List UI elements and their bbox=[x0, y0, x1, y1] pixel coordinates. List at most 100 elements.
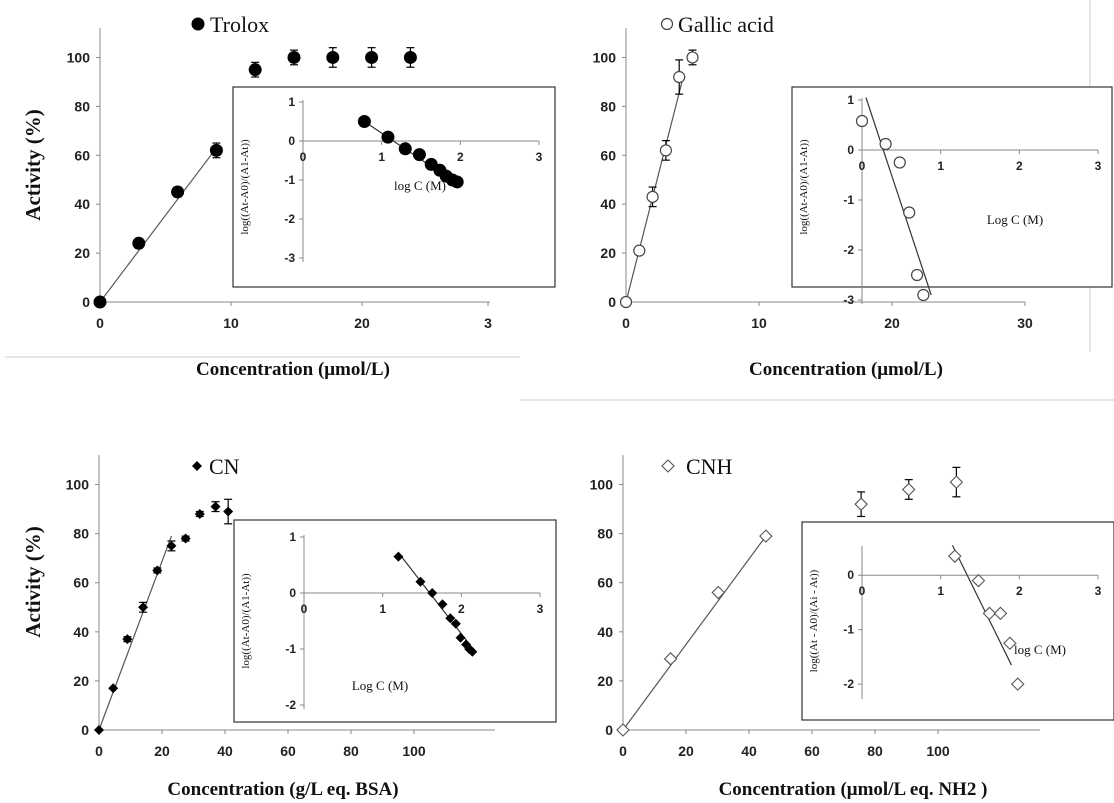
legend-marker bbox=[191, 17, 205, 31]
x-tick-label: 100 bbox=[402, 743, 426, 759]
panel4-xlabel: Concentration (μmol/L eq. NH2 ) bbox=[719, 779, 988, 800]
data-point bbox=[673, 70, 686, 84]
data-point bbox=[686, 51, 699, 64]
data-point bbox=[194, 509, 205, 519]
x-tick-label: 20 bbox=[354, 315, 370, 331]
inset-data-point bbox=[445, 613, 456, 624]
inset-y-tick-label: -1 bbox=[843, 623, 854, 637]
inset-y-tick-label: 1 bbox=[288, 95, 295, 109]
inset-data-point bbox=[393, 551, 404, 562]
data-point bbox=[711, 585, 726, 600]
inset-data-point bbox=[982, 606, 997, 621]
inset-x-tick-label: 3 bbox=[536, 150, 543, 164]
y-tick-label: 100 bbox=[590, 477, 614, 493]
data-point bbox=[223, 506, 234, 517]
panel2-xlabel: Concentration (μmol/L) bbox=[749, 359, 943, 380]
inset-x-tick-label: 3 bbox=[1095, 159, 1102, 173]
data-point bbox=[94, 725, 104, 735]
y-tick-label: 80 bbox=[74, 98, 90, 114]
panel3-xlabel: Concentration (g/L eq. BSA) bbox=[167, 779, 398, 800]
inset-x-tick-label: 2 bbox=[457, 150, 464, 164]
inset-data-point bbox=[993, 606, 1008, 621]
inset-x-tick-label: 1 bbox=[937, 584, 944, 598]
inset-y-tick-label: 0 bbox=[847, 143, 854, 157]
y-tick-label: 100 bbox=[67, 49, 91, 65]
y-tick-label: 0 bbox=[81, 722, 89, 738]
fit-line bbox=[622, 535, 767, 731]
x-tick-label: 80 bbox=[867, 743, 883, 759]
data-point bbox=[152, 565, 163, 576]
inset-y-tick-label: -2 bbox=[284, 212, 295, 226]
data-point bbox=[759, 529, 773, 543]
x-tick-label: 20 bbox=[154, 743, 170, 759]
inset-xlabel: log C (M) bbox=[394, 178, 446, 193]
legend-marker bbox=[660, 17, 674, 31]
x-tick-label: 20 bbox=[678, 743, 694, 759]
data-point bbox=[949, 475, 964, 489]
panel4-legend: CNH bbox=[686, 454, 733, 479]
panel-4: 0 20 40 60 80 100 0 20 40 60 80 100 0 1 2 3 0 -1 -2 log C (… bbox=[590, 455, 1114, 759]
inset-y-tick-label: 0 bbox=[289, 586, 296, 600]
x-tick-label: 0 bbox=[619, 743, 627, 759]
legend-marker bbox=[192, 461, 202, 471]
inset-data-point bbox=[879, 137, 892, 151]
inset-y-tick-label: -1 bbox=[284, 173, 295, 187]
data-point bbox=[93, 295, 107, 309]
x-tick-label: 0 bbox=[95, 743, 103, 759]
inset-y-tick-label: -2 bbox=[843, 243, 854, 257]
y-tick-label: 40 bbox=[597, 624, 613, 640]
x-tick-label: 40 bbox=[217, 743, 233, 759]
x-tick-label: 30 bbox=[1017, 315, 1033, 331]
y-tick-label: 40 bbox=[73, 624, 89, 640]
x-tick-label: 60 bbox=[280, 743, 296, 759]
data-point bbox=[646, 190, 659, 203]
data-point bbox=[403, 50, 417, 64]
x-tick-label: 10 bbox=[751, 315, 767, 331]
x-tick-label: 10 bbox=[223, 315, 239, 331]
inset-data-point bbox=[1010, 677, 1025, 691]
inset-data-point bbox=[427, 588, 438, 598]
data-point bbox=[180, 533, 191, 544]
panel1-ylabel: Activity (%) bbox=[21, 109, 45, 220]
inset-ylabel: log((At-A0)/(A1-At)) bbox=[239, 139, 251, 235]
y-tick-label: 80 bbox=[600, 98, 616, 114]
data-point bbox=[210, 501, 221, 512]
fit-line bbox=[625, 76, 684, 303]
y-tick-label: 80 bbox=[597, 526, 613, 542]
panel2-legend: Gallic acid bbox=[678, 12, 774, 37]
inset-data-point bbox=[971, 573, 986, 588]
y-tick-label: 20 bbox=[73, 673, 89, 689]
inset-y-tick-label: -1 bbox=[285, 642, 296, 656]
inset-frame bbox=[791, 86, 1113, 288]
inset-data-point bbox=[467, 646, 478, 657]
inset-data-point bbox=[450, 175, 464, 189]
y-tick-label: 20 bbox=[600, 245, 616, 261]
inset-data-point bbox=[381, 130, 395, 144]
data-point bbox=[122, 634, 133, 645]
inset-x-tick-label: 1 bbox=[937, 159, 944, 173]
panel-3: 0 20 40 60 80 100 0 20 40 60 80 100 0 1 2 3 1 0 -1 -2 Log C … bbox=[66, 455, 557, 759]
y-tick-label: 40 bbox=[600, 196, 616, 212]
data-point bbox=[659, 144, 673, 157]
inset-data-point bbox=[893, 156, 906, 169]
inset-y-tick-label: -3 bbox=[284, 251, 295, 265]
inset-data-point bbox=[357, 115, 371, 128]
fit-line bbox=[98, 535, 173, 731]
data-point bbox=[171, 185, 185, 199]
y-tick-label: 40 bbox=[74, 196, 90, 212]
inset-y-tick-label: 0 bbox=[847, 568, 854, 582]
inset-4: 0 1 2 3 0 -1 -2 log C (M) log((At - A0)/(Ai - At… bbox=[801, 521, 1114, 721]
inset-y-tick-label: -3 bbox=[843, 293, 854, 307]
inset-3: 0 1 2 3 1 0 -1 -2 Log C (M) log((At-A0)/(A1-At)) bbox=[233, 519, 557, 723]
inset-xlabel: log C (M) bbox=[1014, 642, 1066, 657]
inset-data-point bbox=[450, 618, 461, 629]
data-point bbox=[209, 143, 223, 157]
data-point bbox=[633, 244, 646, 257]
inset-y-tick-label: 1 bbox=[847, 93, 854, 107]
y-tick-label: 60 bbox=[73, 575, 89, 591]
inset-y-tick-label: 0 bbox=[288, 134, 295, 148]
inset-data-point bbox=[910, 268, 924, 282]
x-tick-label: 0 bbox=[622, 315, 630, 331]
